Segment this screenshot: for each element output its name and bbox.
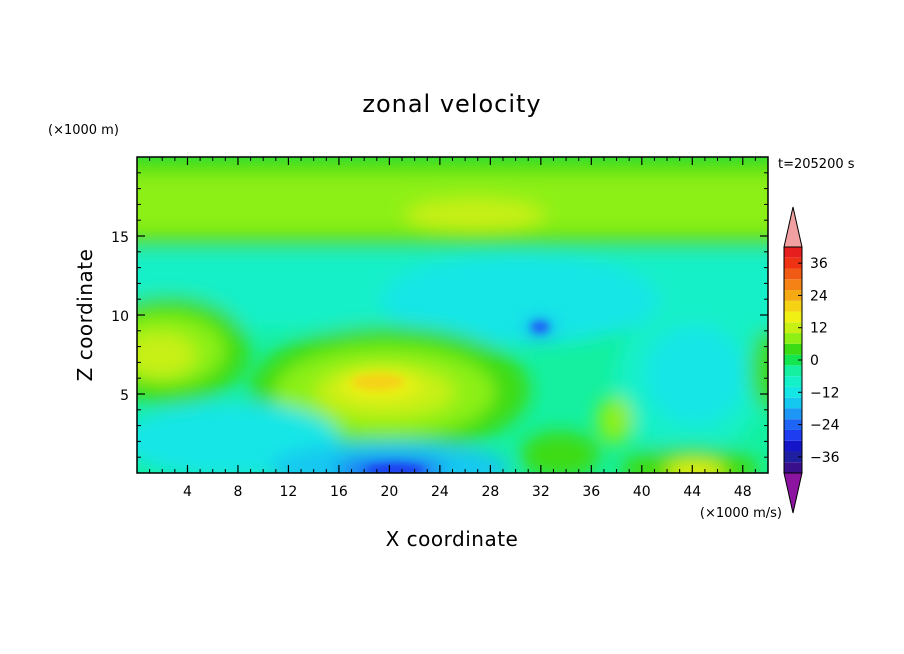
- colorbar-swatch: [784, 451, 802, 463]
- colorbar-under-arrow: [783, 472, 803, 514]
- colorbar-swatch: [784, 333, 802, 344]
- contour-regions: [137, 157, 768, 473]
- y-tick-label: 5: [120, 388, 129, 404]
- x-axis-ticks: 4 8 12 16 20 24 28 32 36 40 44 48: [149, 157, 756, 500]
- colorbar-swatch: [784, 247, 802, 258]
- x-tick-label: 40: [633, 484, 651, 500]
- y-tick-label: 15: [111, 230, 129, 246]
- lower-mid-blob: [597, 396, 633, 444]
- colorbar-swatch: [784, 462, 802, 473]
- colorbar-swatch: [784, 279, 802, 291]
- upper-band-lower-edge: [137, 234, 768, 248]
- colorbar-swatch: [784, 429, 802, 441]
- x-tick-label: 24: [431, 484, 449, 500]
- colorbar-swatch: [784, 408, 802, 420]
- colorbar: −36 −24 −12 0 12 24 36: [783, 206, 840, 514]
- colorbar-unit-label: (×1000 m/s): [700, 506, 782, 521]
- colorbar-swatch: [784, 440, 802, 452]
- x-tick-label: 16: [330, 484, 348, 500]
- y-unit-label: (×1000 m): [48, 123, 119, 138]
- y-axis-ticks: 5 10 15: [111, 172, 768, 458]
- lower-mid-positive: [520, 431, 600, 473]
- blue-patch-core: [531, 321, 549, 333]
- colorbar-swatch: [784, 419, 802, 430]
- x-tick-label: 20: [380, 484, 398, 500]
- center-lobe-peak: [352, 374, 404, 390]
- right-edge-strip: [750, 330, 768, 410]
- chart-title: zonal velocity: [362, 90, 541, 118]
- colorbar-swatch: [784, 268, 802, 280]
- colorbar-swatch: [784, 311, 802, 323]
- colorbar-swatch: [784, 257, 802, 269]
- x-tick-label: 28: [481, 484, 499, 500]
- x-tick-label: 12: [280, 484, 298, 500]
- colorbar-tick-label: −12: [810, 385, 840, 401]
- colorbar-swatch: [784, 386, 802, 398]
- x-tick-label: 44: [683, 484, 701, 500]
- colorbar-swatch: [784, 343, 802, 355]
- middle-cyan-core: [380, 255, 660, 345]
- x-tick-label: 8: [233, 484, 242, 500]
- contour-field: [137, 157, 768, 473]
- colorbar-swatch: [784, 354, 802, 366]
- colorbar-tick-label: 36: [810, 256, 828, 272]
- lower-right-core: [665, 462, 725, 473]
- colorbar-swatch: [784, 290, 802, 301]
- colorbar-swatch: [784, 322, 802, 334]
- colorbar-tick-label: 0: [810, 353, 819, 369]
- lower-right-positive: [620, 446, 760, 473]
- right-cyan: [645, 325, 745, 425]
- upper-band-core: [405, 199, 545, 231]
- colorbar-tick-label: 12: [810, 321, 828, 337]
- colorbar-swatch: [784, 397, 802, 409]
- x-tick-label: 4: [183, 484, 192, 500]
- y-tick-label: 10: [111, 309, 129, 325]
- x-axis-label: X coordinate: [386, 527, 519, 551]
- colorbar-over-arrow: [783, 206, 803, 248]
- y-axis-label: Z coordinate: [73, 249, 97, 382]
- colorbar-tick-label: −36: [810, 450, 840, 466]
- colorbar-swatch: [784, 376, 802, 387]
- x-tick-label: 48: [734, 484, 752, 500]
- time-label: t=205200 s: [778, 157, 855, 172]
- bottom-center-cyan: [270, 442, 510, 473]
- colorbar-tick-label: 24: [810, 288, 828, 304]
- left-lobe-core: [137, 333, 196, 377]
- colorbar-swatch: [784, 365, 802, 377]
- colorbar-tick-label: −24: [810, 418, 840, 434]
- x-tick-label: 36: [582, 484, 600, 500]
- colorbar-swatch: [784, 300, 802, 312]
- bottom-blue-core: [365, 464, 425, 473]
- x-tick-label: 32: [532, 484, 550, 500]
- contour-detail: [352, 321, 549, 473]
- upper-band-edge: [137, 157, 768, 172]
